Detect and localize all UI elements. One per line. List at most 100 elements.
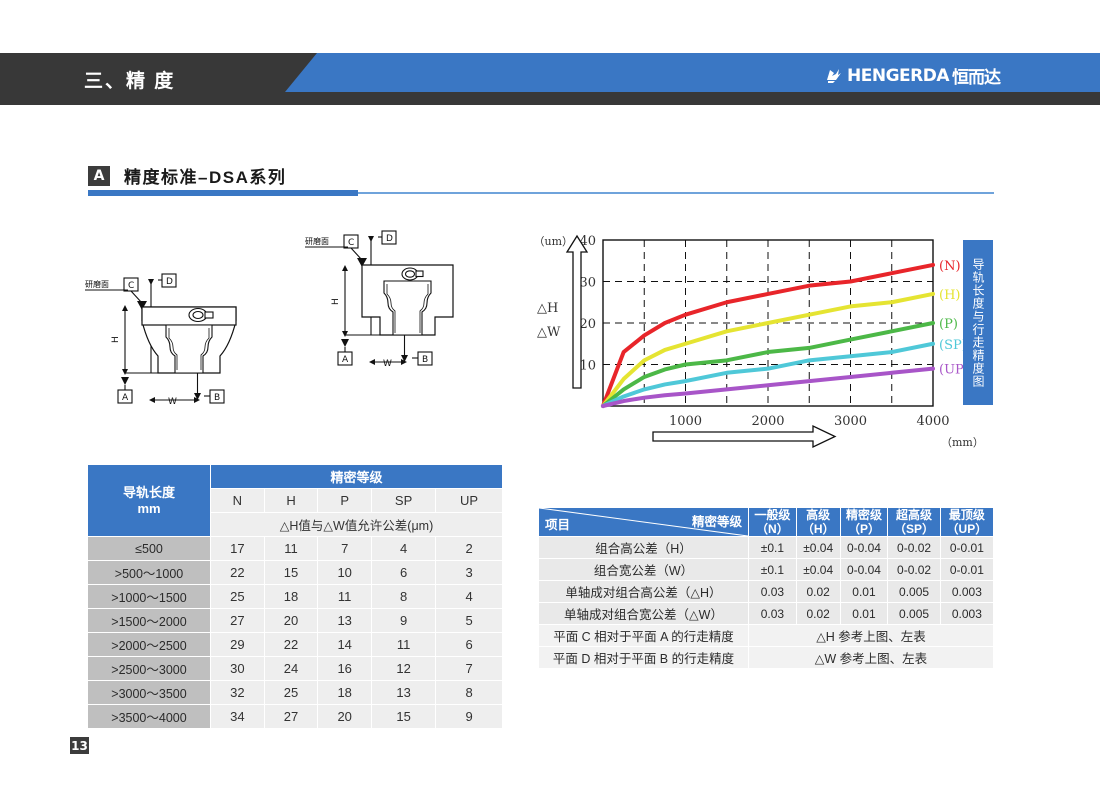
header-blue-parallelogram xyxy=(285,53,1100,92)
series-line-p xyxy=(601,321,935,408)
section-rule-accent xyxy=(88,190,358,196)
grade-value: 0.03 xyxy=(749,603,796,624)
grade-header-sp: SP xyxy=(372,489,436,512)
svg-text:研磨面: 研磨面 xyxy=(85,279,109,289)
grade-value: 0.01 xyxy=(840,581,888,602)
table-row: ≤500 17 11 7 4 2 xyxy=(88,537,502,560)
grade-header-n: N xyxy=(211,489,264,512)
y-axis-label-h: △H xyxy=(537,301,558,316)
length-range-label: >3000〜3500 xyxy=(88,681,210,704)
legend-label-sp: (SP) xyxy=(939,338,967,353)
bird-logo-icon xyxy=(826,67,843,84)
grade-value: 0.02 xyxy=(796,581,840,602)
table-row: >1000〜1500 25 18 11 8 4 xyxy=(88,585,502,608)
tolerance-value: 9 xyxy=(372,609,436,632)
grade-value: 0-0.02 xyxy=(888,537,940,558)
grade-column-header-3: 超高级 （SP） xyxy=(888,508,940,536)
right-table-corner: 精密等级 项目 xyxy=(539,508,748,536)
x-tick-label: 3000 xyxy=(834,414,867,429)
table-row: >3000〜3500 32 25 18 13 8 xyxy=(88,681,502,704)
length-range-label: >500〜1000 xyxy=(88,561,210,584)
svg-text:C: C xyxy=(348,238,354,248)
x-tick-label: 1000 xyxy=(669,414,702,429)
tolerance-value: 20 xyxy=(318,705,372,728)
chart-side-banner: 导轨长度与行走精度图 xyxy=(963,240,993,405)
tolerance-value: 24 xyxy=(264,657,318,680)
y-tick-label: 10 xyxy=(579,359,596,374)
grade-value: 0.03 xyxy=(749,581,796,602)
tolerance-value: 7 xyxy=(318,537,372,560)
grade-header-p: P xyxy=(318,489,372,512)
tolerance-value: 11 xyxy=(318,585,372,608)
table-row: 精密等级 项目 一般级 （N） 高级 （H） 精密级 （P） 超高级 （SP） 最顶级 （UP） xyxy=(539,508,993,536)
y-axis-unit: （um） xyxy=(535,235,573,248)
table-row: >1500〜2000 27 20 13 9 5 xyxy=(88,609,502,632)
svg-text:B: B xyxy=(422,355,428,365)
grade-header-h: H xyxy=(264,489,318,512)
tolerance-value: 13 xyxy=(372,681,436,704)
tolerance-value: 14 xyxy=(318,633,372,656)
y-tick-label: 40 xyxy=(579,234,596,249)
series-line-h xyxy=(601,291,935,408)
series-line-sp xyxy=(601,341,935,408)
section-badge: A xyxy=(88,166,110,186)
tolerance-value: 25 xyxy=(264,681,318,704)
legend-label-p: (P) xyxy=(939,317,958,332)
series-line-n xyxy=(601,262,935,408)
tolerance-value: 27 xyxy=(264,705,318,728)
y-axis-label-w: △W xyxy=(537,325,561,340)
item-label: 平面 D 相对于平面 B 的行走精度 xyxy=(539,647,748,668)
table-row: >2000〜2500 29 22 14 11 6 xyxy=(88,633,502,656)
tolerance-value: 4 xyxy=(372,537,436,560)
tolerance-value: 6 xyxy=(372,561,436,584)
tolerance-value: 15 xyxy=(372,705,436,728)
tolerance-value: 8 xyxy=(436,681,502,704)
svg-text:W: W xyxy=(168,397,177,407)
grade-column-header-4: 最顶级 （UP） xyxy=(940,508,993,536)
tolerance-value: 30 xyxy=(211,657,264,680)
grade-column-header-1: 高级 （H） xyxy=(796,508,840,536)
svg-text:H: H xyxy=(111,336,121,343)
y-tick-label: 30 xyxy=(579,276,596,291)
brand-name-en: HENGERDA xyxy=(847,65,950,86)
tolerance-value: 34 xyxy=(211,705,264,728)
table-row: 平面 C 相对于平面 A 的行走精度 △H 参考上图、左表 xyxy=(539,625,993,646)
svg-text:B: B xyxy=(214,393,220,403)
grade-value: ±0.1 xyxy=(749,559,796,580)
item-label: 平面 C 相对于平面 A 的行走精度 xyxy=(539,625,748,646)
length-range-label: >3500〜4000 xyxy=(88,705,210,728)
grade-value: 0-0.02 xyxy=(888,559,940,580)
grade-value: 0-0.04 xyxy=(840,559,888,580)
grade-header-up: UP xyxy=(436,489,502,512)
tolerance-value: 22 xyxy=(211,561,264,584)
section-rule-light xyxy=(358,192,994,194)
svg-text:H: H xyxy=(331,298,341,305)
tolerance-by-length-table: 导轨长度 mm 精密等级 N H P SP UP △H值与△W值允许公差(μm) ≤500 17 11… xyxy=(87,464,503,729)
tolerance-value: 25 xyxy=(211,585,264,608)
item-label: 组合宽公差（W） xyxy=(539,559,748,580)
tolerance-value: 4 xyxy=(436,585,502,608)
grade-value: 0.003 xyxy=(940,581,993,602)
tolerance-value: 2 xyxy=(436,537,502,560)
tolerance-value: 9 xyxy=(436,705,502,728)
y-tick-label: 20 xyxy=(579,317,596,332)
horizontal-arrow-icon xyxy=(652,424,837,449)
tolerance-value: 15 xyxy=(264,561,318,584)
grade-column-header-2: 精密级 （P） xyxy=(840,508,888,536)
svg-text:W: W xyxy=(383,359,392,369)
corner-item-label: 项目 xyxy=(545,518,571,532)
technical-drawings: 研磨面 C D xyxy=(80,225,520,425)
page-number: 13 xyxy=(70,737,89,754)
svg-text:A: A xyxy=(122,393,129,403)
grade-value: 0.005 xyxy=(888,581,940,602)
table-row: N H P SP UP xyxy=(88,489,502,512)
grade-value: 0.02 xyxy=(796,603,840,624)
svg-text:A: A xyxy=(342,355,349,365)
grade-value: 0.003 xyxy=(940,603,993,624)
tolerance-value: 18 xyxy=(318,681,372,704)
table-row: 导轨长度 mm 精密等级 xyxy=(88,465,502,536)
x-tick-label: 2000 xyxy=(751,414,784,429)
tolerance-value: 17 xyxy=(211,537,264,560)
tolerance-value: 12 xyxy=(372,657,436,680)
